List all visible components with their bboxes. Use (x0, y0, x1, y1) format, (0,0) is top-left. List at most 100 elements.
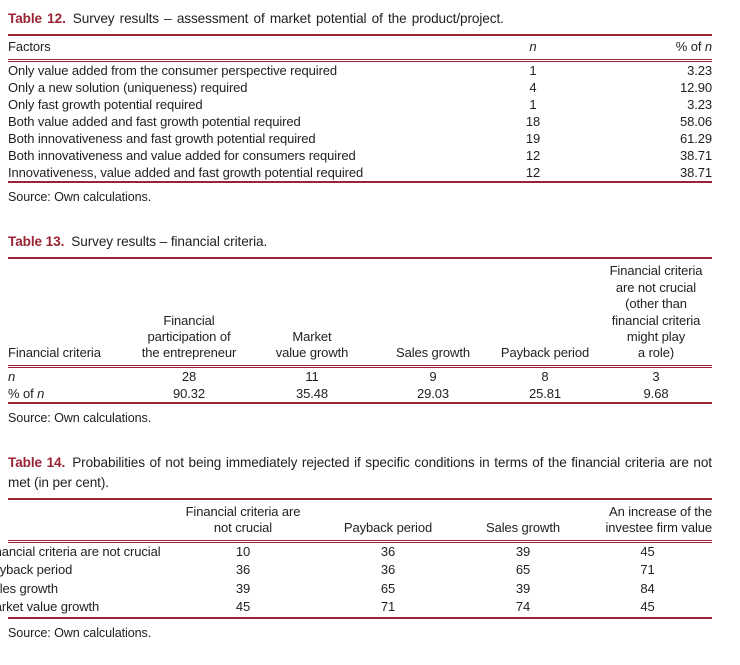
table13-caption-text: Survey results – financial criteria. (71, 234, 268, 250)
column-header-factors: Factors (8, 35, 478, 63)
column-header-pct-of-n: % of n (588, 35, 712, 63)
value-cell: 28 (181, 368, 197, 384)
table13-caption: Table 13. Survey results – financial crit… (8, 232, 712, 252)
table12-body: Only value added from the consumer persp… (8, 61, 712, 183)
value-cell: 25.81 (528, 385, 562, 401)
pct-cell: 12.90 (679, 80, 712, 96)
value-cell: 45 (640, 543, 655, 559)
value-cell: 39 (235, 580, 251, 596)
row-label: Payback period (0, 562, 73, 578)
table-row: Only a new solution (uniqueness) require… (8, 79, 712, 96)
row-label: Sales growth (0, 580, 58, 596)
value-cell: 11 (305, 368, 319, 384)
value-cell: 9.68 (643, 385, 669, 401)
value-cell: 36 (380, 562, 396, 578)
value-cell: 35.48 (295, 385, 329, 401)
table14-header-row: Financial criteria are not crucial Payba… (8, 498, 712, 543)
column-header-criteria-not-crucial: Financial criteria are not crucial (othe… (600, 258, 712, 368)
column-header-criteria-not-crucial: Financial criteria are not crucial (173, 498, 313, 543)
value-cell: 10 (235, 543, 251, 559)
column-header-investee-firm-value: An increase of the investee firm value (583, 498, 712, 543)
pct-cell: 38.71 (679, 148, 712, 164)
row-label-n: n (8, 368, 16, 384)
column-header-financial-participation: Financial participation of the entrepren… (130, 258, 248, 368)
table14-caption: Table 14. Probabilities of not being imme… (8, 453, 712, 493)
column-header-empty (8, 498, 173, 543)
table-row: Both value added and fast growth potenti… (8, 113, 712, 130)
table13-source-note: Source: Own calculations. (8, 410, 152, 425)
column-header-financial-criteria: Financial criteria (8, 258, 130, 368)
factor-cell: Only fast growth potential required (8, 97, 203, 113)
factor-cell: Only value added from the consumer persp… (8, 63, 338, 79)
table-row: % of n 90.32 35.48 29.03 25.81 9.68 (8, 385, 712, 403)
table12-header: Factors n % of n (8, 35, 712, 63)
column-header-sales-growth: Sales growth (376, 258, 490, 368)
factor-cell: Innovativeness, value added and fast gro… (8, 165, 364, 181)
value-cell: 84 (640, 580, 655, 596)
value-cell: 8 (541, 368, 549, 384)
row-label: Financial criteria are not crucial (0, 543, 161, 559)
value-cell: 74 (515, 599, 531, 615)
n-cell: 12 (525, 148, 541, 164)
n-cell: 4 (529, 80, 537, 96)
table-row: Both innovativeness and fast growth pote… (8, 130, 712, 147)
n-cell: 18 (525, 114, 541, 130)
row-label: Market value growth (0, 599, 100, 615)
value-cell: 45 (640, 599, 655, 615)
table12-caption-label: Table 12. (8, 11, 66, 26)
value-cell: 29.03 (416, 385, 450, 401)
pct-cell: 61.29 (679, 131, 712, 147)
n-cell: 1 (529, 97, 537, 113)
table12: Factors n % of n Only value added from t… (8, 34, 712, 184)
table13-header-row: Financial criteria Financial participati… (8, 258, 712, 368)
table14-body: Financial criteria are not crucial 10 36… (0, 541, 712, 618)
factor-cell: Both innovativeness and value added for … (8, 148, 356, 164)
column-header-n: n (478, 35, 588, 63)
column-header-payback-period: Payback period (490, 258, 600, 368)
value-cell: 39 (515, 543, 531, 559)
factor-cell: Only a new solution (uniqueness) require… (8, 80, 248, 96)
n-cell: 19 (525, 131, 541, 147)
pct-cell: 58.06 (679, 114, 712, 130)
factor-cell: Both value added and fast growth potenti… (8, 114, 301, 130)
table12-source-note: Source: Own calculations. (8, 190, 152, 205)
table14: Financial criteria are not crucial Payba… (0, 497, 712, 619)
table-row: Only fast growth potential required 1 3.… (8, 96, 712, 113)
value-cell: 71 (380, 599, 396, 615)
table12-caption-text: Survey results – assessment of market po… (72, 11, 504, 26)
page: Table 12. Survey results – assessment of … (0, 9, 712, 640)
value-cell: 65 (380, 580, 396, 596)
table-row: Both innovativeness and value added for … (8, 147, 712, 164)
column-header-sales-growth: Sales growth (463, 498, 583, 543)
value-cell: 9 (429, 368, 437, 384)
value-cell: 90.32 (172, 385, 206, 401)
table13: Financial criteria Financial participati… (8, 257, 712, 404)
pct-cell: 38.71 (679, 165, 712, 181)
table-row: Financial criteria are not crucial 10 36… (0, 541, 712, 561)
table-row: n 28 11 9 8 3 (8, 366, 712, 385)
table13-caption-label: Table 13. (8, 234, 65, 250)
value-cell: 36 (380, 543, 396, 559)
column-header-market-value-growth: Market value growth (248, 258, 376, 368)
row-label-pct-of-n: % of n (8, 385, 45, 401)
table14-header: Financial criteria are not crucial Payba… (8, 498, 712, 543)
factor-cell: Both innovativeness and fast growth pote… (8, 131, 316, 147)
table13-body: n 28 11 9 8 3 % of n 90.32 35.48 29.03 2… (8, 366, 712, 403)
table-row: Sales growth 39 65 39 84 (0, 580, 712, 599)
value-cell: 65 (515, 562, 531, 578)
n-cell: 1 (529, 63, 537, 79)
pct-cell: 3.23 (687, 97, 712, 113)
value-cell: 45 (235, 599, 251, 615)
table14-caption-text: Probabilities of not being immediately r… (8, 454, 712, 490)
table-row: Innovativeness, value added and fast gro… (8, 164, 712, 182)
table14-source-note: Source: Own calculations. (8, 625, 152, 640)
table-row: Payback period 36 36 65 71 (0, 561, 712, 580)
table14-caption-label: Table 14. (8, 454, 66, 470)
value-cell: 36 (235, 562, 251, 578)
n-cell: 12 (525, 165, 541, 181)
value-cell: 3 (652, 368, 660, 384)
pct-cell: 3.23 (687, 63, 712, 79)
table12-caption: Table 12. Survey results – assessment of … (8, 9, 712, 29)
table-row: Only value added from the consumer persp… (8, 61, 712, 80)
column-header-payback-period: Payback period (313, 498, 463, 543)
